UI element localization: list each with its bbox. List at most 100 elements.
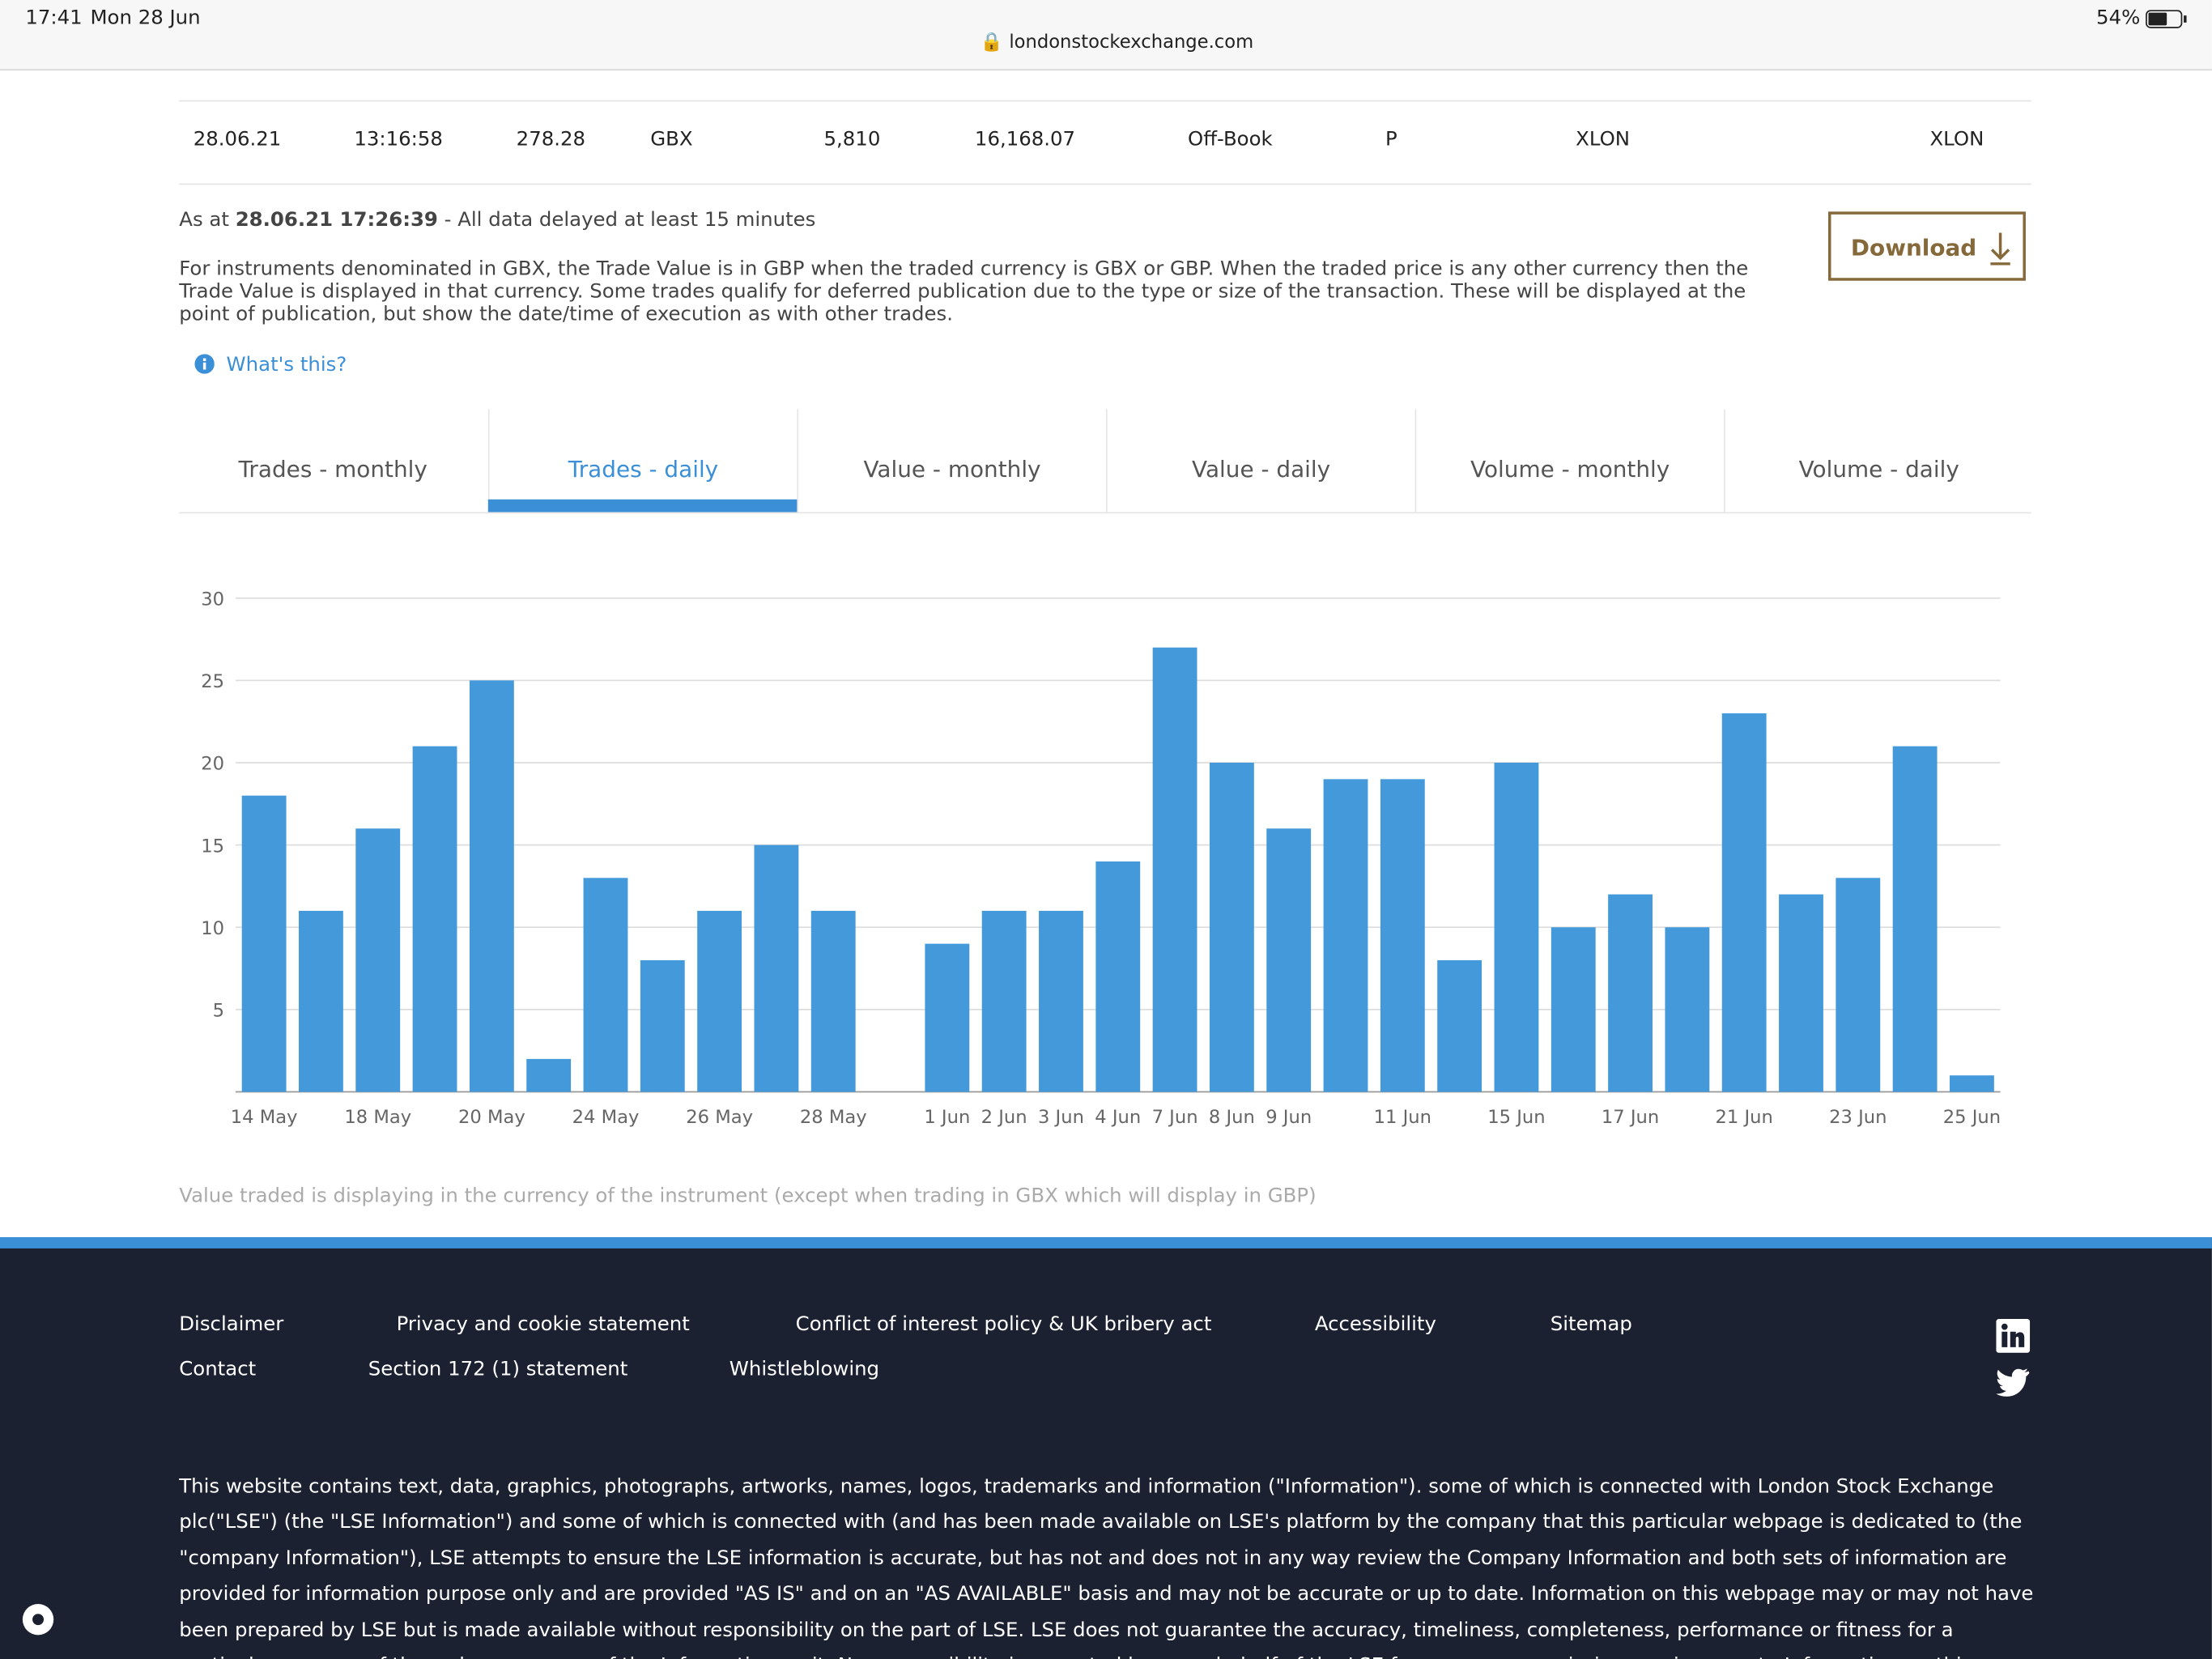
- status-bar: 17:41 Mon 28 Jun 🔒 londonstockexchange.c…: [0, 0, 2212, 71]
- bar: [1380, 779, 1425, 1092]
- x-tick-label: 17 Jun: [1602, 1107, 1659, 1128]
- x-tick-label: 14 May: [231, 1107, 298, 1128]
- trade-cell: 278.28: [516, 128, 586, 151]
- x-tick-label: 9 Jun: [1266, 1107, 1312, 1128]
- bar: [1152, 647, 1197, 1092]
- bar: [1721, 713, 1767, 1092]
- battery-level: 54%: [2096, 6, 2141, 30]
- trade-cell: 13:16:58: [354, 128, 443, 151]
- twitter-icon[interactable]: [1996, 1368, 2030, 1397]
- footer-link[interactable]: Conflict of interest policy & UK bribery…: [795, 1313, 1212, 1336]
- tab[interactable]: Volume - daily: [1724, 409, 2033, 513]
- bar: [526, 1058, 572, 1092]
- bar: [1950, 1075, 1994, 1092]
- bar: [1209, 763, 1254, 1092]
- y-tick-label: 25: [201, 671, 224, 692]
- tab[interactable]: Value - daily: [1105, 409, 1415, 513]
- as-at: As at 28.06.21 17:26:39 - All data delay…: [179, 209, 815, 232]
- chart: 5 10 15 20 25 30 14 May 18 May 20 May 24 May 26 Ma…: [201, 589, 2001, 1128]
- trade-cell: 16,168.07: [974, 128, 1076, 151]
- x-tick-label: 21 Jun: [1716, 1107, 1773, 1128]
- x-tick-label: 20 May: [458, 1107, 525, 1128]
- whats-this-text: What's this?: [226, 354, 347, 377]
- x-tick-label: 3 Jun: [1038, 1107, 1084, 1128]
- bar: [355, 828, 401, 1092]
- x-tick-label: 15 Jun: [1487, 1107, 1545, 1128]
- footer-link[interactable]: Accessibility: [1314, 1313, 1436, 1336]
- bar: [1323, 779, 1368, 1092]
- footer-link[interactable]: Section 172 (1) statement: [368, 1358, 628, 1381]
- tab[interactable]: Trades - daily: [487, 409, 798, 513]
- y-tick-label: 15: [201, 836, 224, 857]
- whats-this[interactable]: What's this?: [194, 354, 347, 376]
- as-at-time: 28.06.21 17:26:39: [235, 208, 438, 232]
- footer-link[interactable]: Whistleblowing: [729, 1358, 880, 1381]
- bar: [1437, 959, 1482, 1092]
- bar: [469, 680, 514, 1092]
- bar: [697, 910, 742, 1092]
- x-tick-label: 11 Jun: [1374, 1107, 1431, 1128]
- download-button[interactable]: Download: [1828, 211, 2026, 281]
- note: For instruments denominated in GBX, the …: [179, 257, 1749, 326]
- y-tick-label: 10: [201, 918, 224, 939]
- footer-link[interactable]: Disclaimer: [179, 1313, 284, 1336]
- bar: [1551, 927, 1596, 1092]
- x-tick-label: 25 Jun: [1943, 1107, 2001, 1128]
- x-tick-label: 26 May: [686, 1107, 753, 1128]
- download-icon: [1990, 232, 2010, 266]
- row-border: [179, 183, 2031, 185]
- bar: [754, 844, 799, 1092]
- footer-link[interactable]: Privacy and cookie statement: [396, 1313, 690, 1336]
- bar: [1892, 746, 1938, 1092]
- info-icon: [194, 354, 215, 374]
- bar: [640, 959, 685, 1092]
- tab[interactable]: Value - monthly: [797, 409, 1106, 513]
- tab-indicator: [487, 499, 798, 513]
- y-tick-label: 5: [213, 1001, 224, 1022]
- tab[interactable]: Volume - monthly: [1414, 409, 1725, 513]
- trade-cell: XLON: [1929, 128, 1984, 151]
- bar: [412, 746, 457, 1092]
- date: Mon 28 Jun: [90, 6, 201, 30]
- cookie-settings[interactable]: [0, 1526, 130, 1659]
- url[interactable]: 🔒 londonstockexchange.com: [980, 32, 1254, 54]
- bar: [299, 910, 343, 1092]
- as-at-prefix: As at: [179, 208, 229, 232]
- bar: [1779, 894, 1823, 1092]
- linkedin-icon[interactable]: [1996, 1319, 2031, 1353]
- x-tick-label: 24 May: [572, 1107, 640, 1128]
- trade-cell: 28.06.21: [193, 128, 282, 151]
- bar: [583, 878, 628, 1092]
- bar: [1266, 828, 1312, 1092]
- x-tick-label: 28 May: [800, 1107, 867, 1128]
- battery-icon: [2146, 10, 2187, 28]
- as-at-suffix: - All data delayed at least 15 minutes: [444, 208, 816, 232]
- y-tick-label: 30: [201, 589, 224, 610]
- bar: [1039, 910, 1083, 1092]
- bar: [1836, 878, 1881, 1092]
- chart-note: Value traded is displaying in the curren…: [179, 1185, 1317, 1208]
- x-tick-label: 4 Jun: [1095, 1107, 1141, 1128]
- tab[interactable]: Trades - monthly: [238, 455, 428, 483]
- footer-link[interactable]: Contact: [179, 1358, 257, 1381]
- footer-link[interactable]: Sitemap: [1550, 1313, 1632, 1336]
- bar: [981, 910, 1027, 1092]
- download-label: Download: [1850, 234, 1977, 262]
- trade-cell: Off-Book: [1188, 128, 1273, 151]
- disclaimer: This website contains text, data, graphi…: [179, 1475, 2034, 1658]
- x-tick-label: 1 Jun: [924, 1107, 970, 1128]
- bar: [241, 795, 287, 1092]
- bar: [925, 943, 970, 1092]
- x-tick-label: 2 Jun: [981, 1107, 1027, 1128]
- bar: [1095, 861, 1141, 1092]
- bar: [1665, 927, 1710, 1092]
- x-tick-label: 7 Jun: [1152, 1107, 1198, 1128]
- clock: 17:41: [25, 6, 83, 30]
- trade-cell: P: [1385, 128, 1397, 151]
- x-tick-label: 18 May: [344, 1107, 411, 1128]
- row-border: [179, 100, 2031, 102]
- y-tick-label: 20: [201, 754, 224, 775]
- url-text: londonstockexchange.com: [1009, 32, 1254, 54]
